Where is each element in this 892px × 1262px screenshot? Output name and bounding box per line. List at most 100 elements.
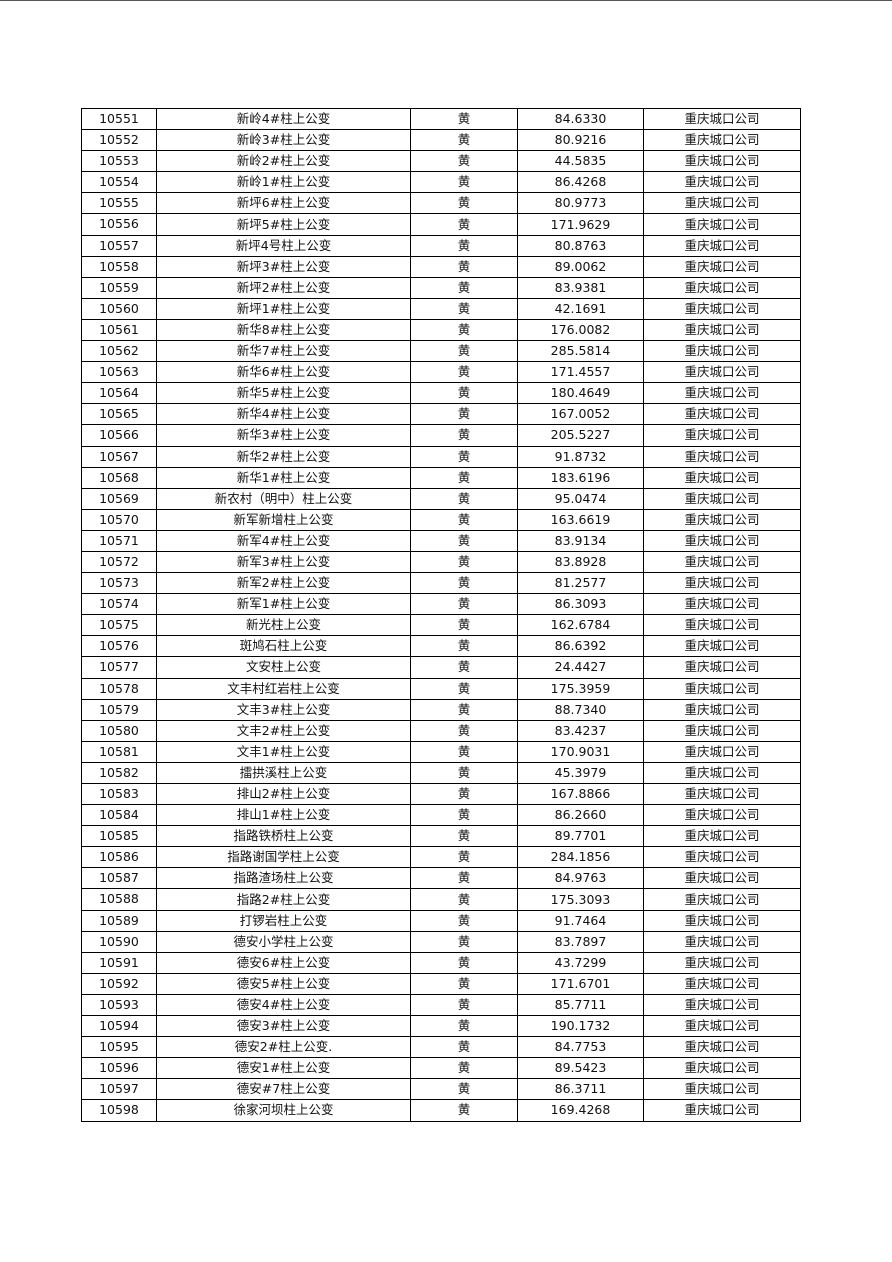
cell-company: 重庆城口公司	[643, 804, 801, 827]
cell-level: 黄	[410, 255, 518, 278]
cell-company: 重庆城口公司	[643, 107, 801, 131]
cell-name: 新华7#柱上公变	[156, 340, 411, 363]
table-row: 10566 新华3#柱上公变黄 205.5227 重庆城口公司	[81, 424, 801, 447]
cell-name: 文丰1#柱上公变	[156, 740, 411, 763]
cell-id: 10563	[81, 361, 157, 384]
cell-value: 171.9629	[517, 213, 644, 236]
cell-company: 重庆城口公司	[643, 719, 801, 742]
cell-level: 黄	[410, 129, 518, 152]
cell-id: 10575	[81, 614, 157, 637]
cell-company: 重庆城口公司	[643, 529, 801, 552]
cell-company: 重庆城口公司	[643, 1057, 801, 1080]
cell-name: 排山1#柱上公变	[156, 804, 411, 827]
cell-company: 重庆城口公司	[643, 846, 801, 869]
table-body: 10551 新岭4#柱上公变黄 84.6330 重庆城口公司 10552 新岭3#柱上公变…	[81, 107, 801, 1122]
cell-value: 83.9381	[517, 276, 644, 299]
cell-company: 重庆城口公司	[643, 635, 801, 658]
cell-value: 175.3959	[517, 677, 644, 700]
cell-id: 10557	[81, 234, 157, 257]
cell-id: 10588	[81, 888, 157, 911]
cell-value: 167.0052	[517, 403, 644, 426]
page-top-border	[0, 0, 892, 1]
cell-company: 重庆城口公司	[643, 761, 801, 785]
cell-id: 10565	[81, 403, 157, 426]
cell-name: 新华8#柱上公变	[156, 318, 411, 342]
table-row: 10570 新军新增柱上公变黄 163.6619 重庆城口公司	[81, 508, 801, 531]
cell-name: 新华1#柱上公变	[156, 466, 411, 489]
cell-name: 德安2#柱上公变.	[156, 1036, 411, 1059]
cell-company: 重庆城口公司	[643, 382, 801, 405]
cell-id: 10590	[81, 930, 157, 953]
table-row: 10587 指路渣场柱上公变黄 84.9763 重庆城口公司	[81, 867, 801, 890]
cell-value: 183.6196	[517, 466, 644, 489]
cell-company: 重庆城口公司	[643, 403, 801, 426]
cell-value: 91.8732	[517, 445, 644, 468]
cell-company: 重庆城口公司	[643, 825, 801, 848]
cell-value: 81.2577	[517, 572, 644, 595]
cell-level: 黄	[410, 740, 518, 763]
cell-value: 95.0474	[517, 487, 644, 510]
table-row: 10575 新光柱上公变黄 162.6784 重庆城口公司	[81, 614, 801, 637]
cell-id: 10562	[81, 340, 157, 363]
cell-level: 黄	[410, 888, 518, 911]
table-row: 10559 新坪2#柱上公变黄 83.9381 重庆城口公司	[81, 276, 801, 299]
cell-level: 黄	[410, 1099, 518, 1122]
cell-level: 黄	[410, 107, 518, 131]
cell-id: 10580	[81, 719, 157, 742]
cell-company: 重庆城口公司	[643, 867, 801, 890]
table-row: 10579 文丰3#柱上公变黄 88.7340 重庆城口公司	[81, 698, 801, 721]
cell-level: 黄	[410, 846, 518, 869]
table-row: 10578 文丰村红岩柱上公变黄 175.3959 重庆城口公司	[81, 677, 801, 700]
cell-name: 新坪1#柱上公变	[156, 297, 411, 320]
table-row: 10596 德安1#柱上公变黄 89.5423 重庆城口公司	[81, 1057, 801, 1080]
table-row: 10574 新军1#柱上公变黄 86.3093 重庆城口公司	[81, 593, 801, 616]
cell-id: 10570	[81, 508, 157, 531]
cell-value: 171.6701	[517, 972, 644, 995]
cell-value: 170.9031	[517, 740, 644, 763]
cell-id: 10581	[81, 740, 157, 763]
cell-value: 171.4557	[517, 361, 644, 384]
cell-name: 新坪5#柱上公变	[156, 213, 411, 236]
cell-value: 84.6330	[517, 107, 644, 131]
cell-company: 重庆城口公司	[643, 614, 801, 637]
cell-value: 83.9134	[517, 529, 644, 552]
cell-level: 黄	[410, 403, 518, 426]
cell-id: 10582	[81, 761, 157, 785]
cell-company: 重庆城口公司	[643, 276, 801, 299]
cell-company: 重庆城口公司	[643, 909, 801, 932]
table-row: 10573 新军2#柱上公变黄 81.2577 重庆城口公司	[81, 572, 801, 595]
cell-value: 86.3711	[517, 1078, 644, 1101]
cell-level: 黄	[410, 930, 518, 953]
cell-name: 新坪2#柱上公变	[156, 276, 411, 299]
cell-level: 黄	[410, 171, 518, 194]
cell-name: 指路谢国学柱上公变	[156, 846, 411, 869]
cell-value: 88.7340	[517, 698, 644, 721]
cell-level: 黄	[410, 445, 518, 468]
table-row: 10558 新坪3#柱上公变黄 89.0062 重庆城口公司	[81, 255, 801, 278]
table-row: 10592 德安5#柱上公变黄 171.6701 重庆城口公司	[81, 972, 801, 995]
cell-name: 新坪3#柱上公变	[156, 255, 411, 278]
cell-level: 黄	[410, 508, 518, 531]
cell-company: 重庆城口公司	[643, 1078, 801, 1101]
cell-id: 10564	[81, 382, 157, 405]
cell-level: 黄	[410, 698, 518, 721]
cell-company: 重庆城口公司	[643, 424, 801, 447]
cell-level: 黄	[410, 782, 518, 806]
table-row: 10597 德安#7柱上公变黄 86.3711 重庆城口公司	[81, 1078, 801, 1101]
cell-name: 打锣岩柱上公变	[156, 909, 411, 932]
table-row: 10584 排山1#柱上公变黄 86.2660 重庆城口公司	[81, 804, 801, 827]
table-row: 10560 新坪1#柱上公变黄 42.1691 重庆城口公司	[81, 297, 801, 320]
cell-value: 83.8928	[517, 550, 644, 574]
cell-level: 黄	[410, 318, 518, 342]
cell-company: 重庆城口公司	[643, 318, 801, 342]
cell-id: 10556	[81, 213, 157, 236]
table-row: 10565 新华4#柱上公变黄 167.0052 重庆城口公司	[81, 403, 801, 426]
table-row: 10583 排山2#柱上公变黄 167.8866 重庆城口公司	[81, 782, 801, 806]
cell-level: 黄	[410, 572, 518, 595]
cell-id: 10561	[81, 318, 157, 342]
cell-value: 80.9773	[517, 192, 644, 215]
cell-name: 新岭1#柱上公变	[156, 171, 411, 194]
cell-name: 新军1#柱上公变	[156, 593, 411, 616]
cell-name: 德安1#柱上公变	[156, 1057, 411, 1080]
cell-name: 德安小学柱上公变	[156, 930, 411, 953]
